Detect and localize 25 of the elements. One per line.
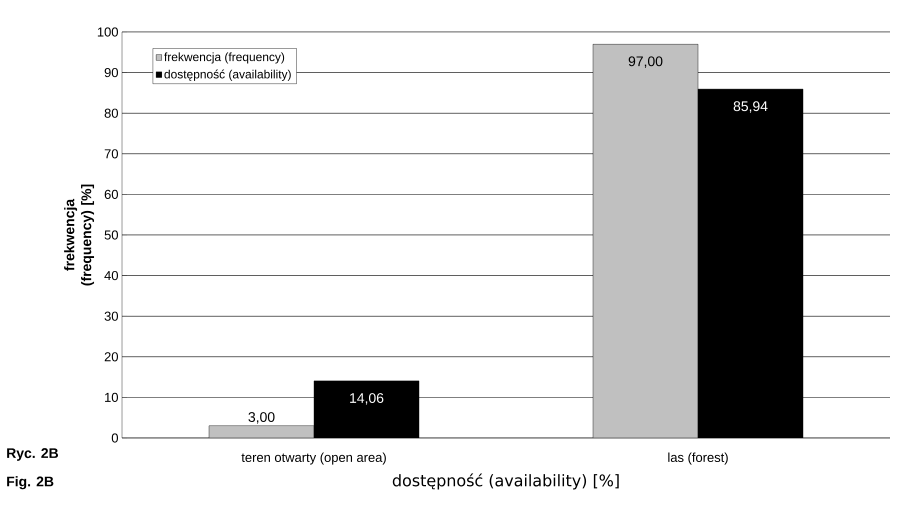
bar: [209, 426, 314, 438]
caption: Fig. 2B: [7, 476, 54, 490]
y-tick-label: 100: [98, 27, 118, 37]
y-tick-label: 50: [104, 230, 118, 240]
y-tick-label: 10: [105, 392, 118, 402]
y-tick-label: 80: [104, 108, 118, 118]
data-label: 3,00: [248, 412, 275, 424]
y-tick-label: 20: [104, 352, 118, 362]
data-label: 85,94: [734, 101, 768, 113]
y-tick-label: 30: [104, 312, 118, 321]
y-tick-label: 0: [112, 433, 118, 443]
bar: [592, 44, 698, 438]
text: Ryc. 2B: [7, 448, 58, 461]
x-axis-title: dostępność (availability) [%]: [392, 473, 619, 490]
x-tick-label: teren otwarty (open area): [242, 452, 386, 465]
y-tick-label: 90: [104, 68, 118, 78]
y-tick-label: 60: [104, 190, 118, 199]
data-label: 97,00: [628, 56, 662, 68]
y-axis-title: frekwencja (frequency) [%]: [64, 184, 94, 286]
y-tick-label: 70: [104, 149, 118, 158]
data-label: 14,06: [350, 393, 384, 405]
x-tick-label: las (forest): [668, 452, 728, 465]
y-tick-label: 40: [104, 270, 118, 280]
legend-label: dostępność (availability): [164, 70, 291, 81]
legend-label: frekwencja (frequency): [164, 52, 284, 64]
